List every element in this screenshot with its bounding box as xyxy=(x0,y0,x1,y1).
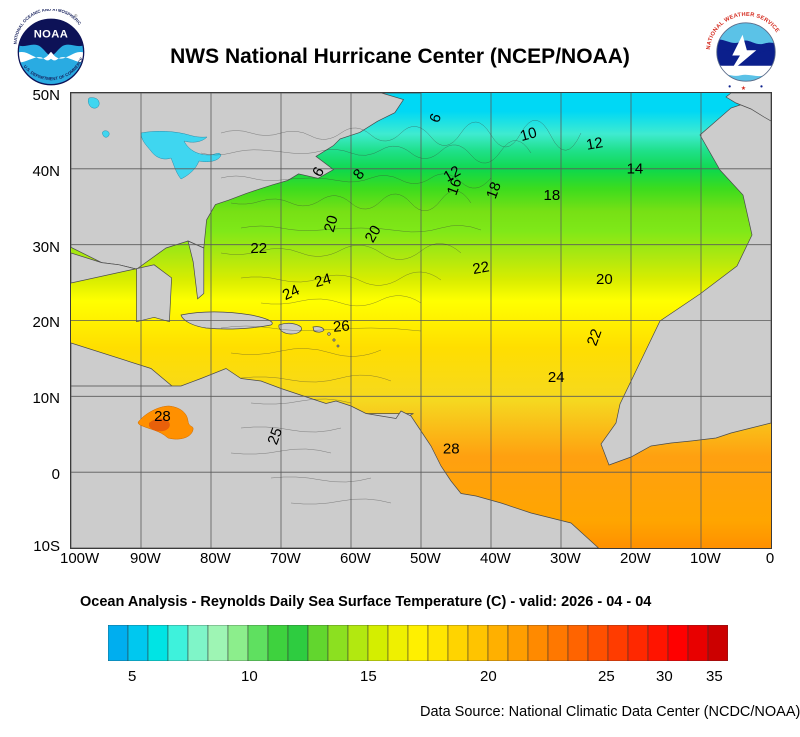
svg-text:24: 24 xyxy=(548,369,565,386)
svg-text:28: 28 xyxy=(443,441,460,458)
svg-text:22: 22 xyxy=(250,240,267,257)
svg-text:28: 28 xyxy=(154,408,171,425)
svg-text:22: 22 xyxy=(471,258,490,278)
svg-text:12: 12 xyxy=(585,134,604,154)
svg-text:★: ★ xyxy=(741,85,746,92)
svg-text:NOAA: NOAA xyxy=(34,28,69,40)
svg-text:18: 18 xyxy=(544,187,561,204)
svg-text:14: 14 xyxy=(627,161,644,178)
svg-text:26: 26 xyxy=(332,317,350,335)
svg-text:20: 20 xyxy=(596,271,613,288)
